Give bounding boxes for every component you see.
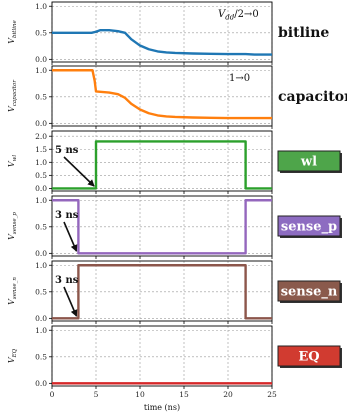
x-axis-label: time (ns) — [144, 403, 180, 412]
plot-frame — [51, 65, 273, 127]
badge-label: sense_p — [281, 220, 337, 235]
x-tick-label: 15 — [179, 390, 189, 399]
y-tick-label: 0.5 — [35, 28, 47, 37]
y-tick-label: 0.5 — [35, 222, 47, 231]
y-tick-label: 0.5 — [35, 287, 47, 296]
plot-frame — [51, 325, 273, 387]
badge-box — [277, 280, 341, 302]
timing-arrow-line — [63, 221, 78, 252]
panel-capacitor: 0.0 0.5 1.0 Vcapacitor 1→0 capacitor — [7, 65, 347, 129]
x-tick-label: 20 — [223, 390, 233, 399]
panel-sense_n: 0.0 0.5 1.0 Vsense_n sense_n 3 ns — [7, 260, 342, 324]
timing-arrow-label: 5 ns — [55, 145, 79, 156]
series-sense_n-line — [52, 264, 272, 320]
transition-annotation: 1→0 — [229, 73, 250, 84]
signal-badge-sense_p: sense_p — [277, 215, 342, 238]
y-axis-label: Vcapacitor — [7, 80, 18, 112]
badge-label: sense_n — [281, 285, 338, 300]
series-bitline-line — [52, 28, 272, 56]
x-tick-label: 0 — [50, 390, 55, 399]
y-axis-label: Vbitline — [7, 19, 18, 43]
transition-annotation: Vdd/2→0 — [218, 9, 259, 22]
badge-box — [277, 215, 341, 237]
y-tick-label: 1.0 — [35, 66, 47, 75]
series-sense_p-line — [52, 199, 272, 255]
timing-arrow-label: 3 ns — [55, 210, 79, 221]
timing-arrow-line — [63, 156, 95, 187]
panel-sense_p: 0.0 0.5 1.0 Vsense_p sense_p 3 ns — [7, 195, 342, 259]
series-wl-line — [52, 140, 272, 190]
signal-label-capacitor: capacitor — [278, 89, 347, 105]
signal-badge-wl: wl — [277, 150, 342, 173]
y-tick-label: 0.0 — [35, 184, 47, 193]
y-tick-label: 1.0 — [35, 158, 47, 167]
badge-box — [277, 150, 341, 172]
y-axis-label: VEQ — [7, 348, 18, 363]
y-tick-label: 0.0 — [35, 379, 47, 388]
y-tick-label: 0.5 — [35, 92, 47, 101]
timing-arrow-label: 3 ns — [55, 275, 79, 286]
signal-badge-EQ: EQ — [277, 345, 342, 368]
timing-arrow-wl: 5 ns — [55, 145, 95, 187]
y-tick-label: 0.0 — [35, 249, 47, 258]
timing-arrow-line — [63, 286, 78, 317]
y-tick-label: 0.5 — [35, 352, 47, 361]
y-tick-label: 1.0 — [35, 2, 47, 11]
y-axis-label: Vwl — [7, 155, 18, 167]
y-tick-label: 0.0 — [35, 119, 47, 128]
y-tick-label: 0.0 — [35, 314, 47, 323]
plot-frame — [51, 195, 273, 257]
signal-label-bitline: bitline — [278, 25, 329, 41]
panel-bitline: 0.0 0.5 1.0 Vbitline Vdd/2→0 bitline — [7, 1, 329, 65]
x-tick-label: 5 — [94, 390, 99, 399]
badge-box — [277, 345, 341, 367]
timing-arrow-sense_n: 3 ns — [55, 275, 79, 317]
badge-label: EQ — [298, 350, 319, 365]
y-tick-label: 1.5 — [35, 145, 47, 154]
y-axis-label: Vsense_n — [7, 277, 18, 305]
y-tick-label: 0.0 — [35, 55, 47, 64]
series-capacitor-line — [52, 69, 272, 120]
y-tick-label: 1.0 — [35, 261, 47, 270]
signal-badge-sense_n: sense_n — [277, 280, 342, 303]
timing-arrow-sense_p: 3 ns — [55, 210, 79, 252]
y-tick-label: 0.5 — [35, 171, 47, 180]
badge-label: wl — [300, 155, 317, 170]
plot-frame — [51, 130, 273, 192]
y-axis-label: Vsense_p — [7, 212, 18, 240]
plot-frame — [51, 260, 273, 322]
y-tick-label: 1.0 — [35, 326, 47, 335]
x-tick-label: 25 — [267, 390, 277, 399]
y-tick-label: 1.0 — [35, 196, 47, 205]
panel-EQ: 0.0 0.5 1.0 0 5 10 15 20 25 VEQ EQ — [7, 325, 342, 399]
y-tick-label: 2.0 — [35, 132, 47, 141]
x-tick-label: 10 — [135, 390, 145, 399]
panel-wl: 0.0 0.5 1.0 1.5 2.0 Vwl wl 5 ns — [7, 130, 342, 194]
